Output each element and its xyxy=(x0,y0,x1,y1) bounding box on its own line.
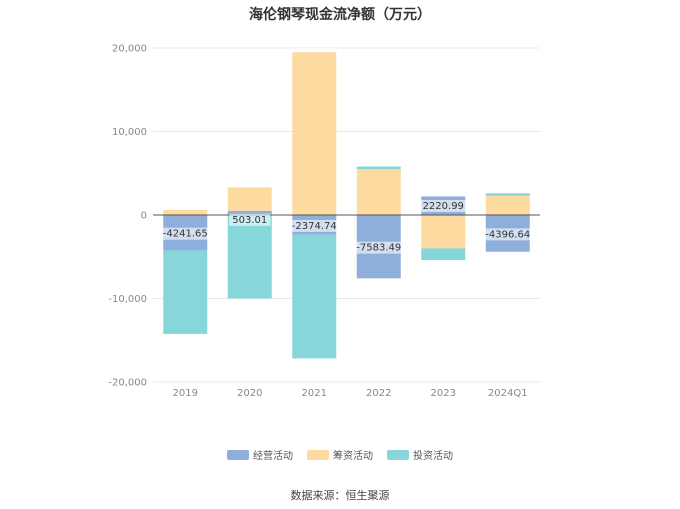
data-label-operating: 2220.99 xyxy=(423,201,464,212)
bar-financing-2024Q1[interactable] xyxy=(485,195,530,215)
data-label-operating: -2374.74 xyxy=(292,221,337,232)
data-label-operating: 503.01 xyxy=(232,215,267,226)
bar-financing-2023[interactable] xyxy=(421,215,466,249)
x-tick-label: 2024Q1 xyxy=(488,388,528,399)
data-label-bg xyxy=(158,227,213,240)
data-label-bg xyxy=(229,213,271,226)
x-tick-label: 2020 xyxy=(237,388,262,399)
bar-investing-2023[interactable] xyxy=(421,248,466,261)
x-axis-ticks: 2019 2020 2021 2022 2023 2024Q1 xyxy=(173,388,528,399)
bar-financing-2020[interactable] xyxy=(227,187,272,211)
bars xyxy=(163,52,530,359)
data-label-operating: -4241.65 xyxy=(163,229,208,240)
y-tick-label: 10,000 xyxy=(112,127,147,138)
bar-financing-2019[interactable] xyxy=(163,209,208,215)
data-label-bg xyxy=(287,219,342,232)
legend-item-investing[interactable]: 投资活动 xyxy=(387,447,453,462)
bar-investing-2021[interactable] xyxy=(292,234,337,359)
data-label-bg xyxy=(351,241,406,254)
bar-investing-2024Q1[interactable] xyxy=(485,193,530,196)
legend-item-financing[interactable]: 筹资活动 xyxy=(307,447,373,462)
legend-label-financing: 筹资活动 xyxy=(333,451,373,462)
x-tick-label: 2023 xyxy=(431,388,456,399)
legend-swatch-investing xyxy=(387,449,409,460)
data-label-bg xyxy=(419,200,467,212)
legend-label-operating: 经营活动 xyxy=(253,451,293,462)
y-tick-label: 20,000 xyxy=(112,44,147,55)
x-tick-label: 2021 xyxy=(302,388,327,399)
bar-financing-2022[interactable] xyxy=(356,169,401,215)
y-tick-label: -10,000 xyxy=(108,294,147,305)
data-label-operating: -4396.64 xyxy=(485,229,530,240)
y-axis-ticks: 20,000 10,000 0 -10,000 -20,000 xyxy=(108,44,147,389)
y-tick-label: 0 xyxy=(141,211,147,222)
cashflow-bar-chart: 20,000 10,000 0 -10,000 -20,000 2019 2020 2021… xyxy=(108,44,540,399)
legend-item-operating[interactable]: 经营活动 xyxy=(227,447,293,462)
legend-label-investing: 投资活动 xyxy=(413,451,453,462)
bar-investing-2022[interactable] xyxy=(356,166,401,170)
data-labels: -4241.65 503.01 -2374.74 -7583.49 2220.99 -43… xyxy=(158,200,535,254)
legend-swatch-financing xyxy=(307,449,329,460)
bar-operating-2020[interactable] xyxy=(227,210,272,215)
data-label-bg xyxy=(480,228,535,241)
bar-financing-2021[interactable] xyxy=(292,52,337,215)
data-source: 数据来源：恒生聚源 xyxy=(290,489,390,502)
legend: 经营活动 筹资活动 投资活动 xyxy=(0,447,680,462)
bar-investing-2019[interactable] xyxy=(163,250,208,334)
data-label-operating: -7583.49 xyxy=(356,243,401,254)
legend-swatch-operating xyxy=(227,449,249,460)
x-tick-label: 2019 xyxy=(173,388,198,399)
x-tick-label: 2022 xyxy=(366,388,391,399)
chart-title: 海伦钢琴现金流净额（万元） xyxy=(249,7,431,23)
bar-investing-2020[interactable] xyxy=(227,215,272,299)
y-tick-label: -20,000 xyxy=(108,378,147,389)
